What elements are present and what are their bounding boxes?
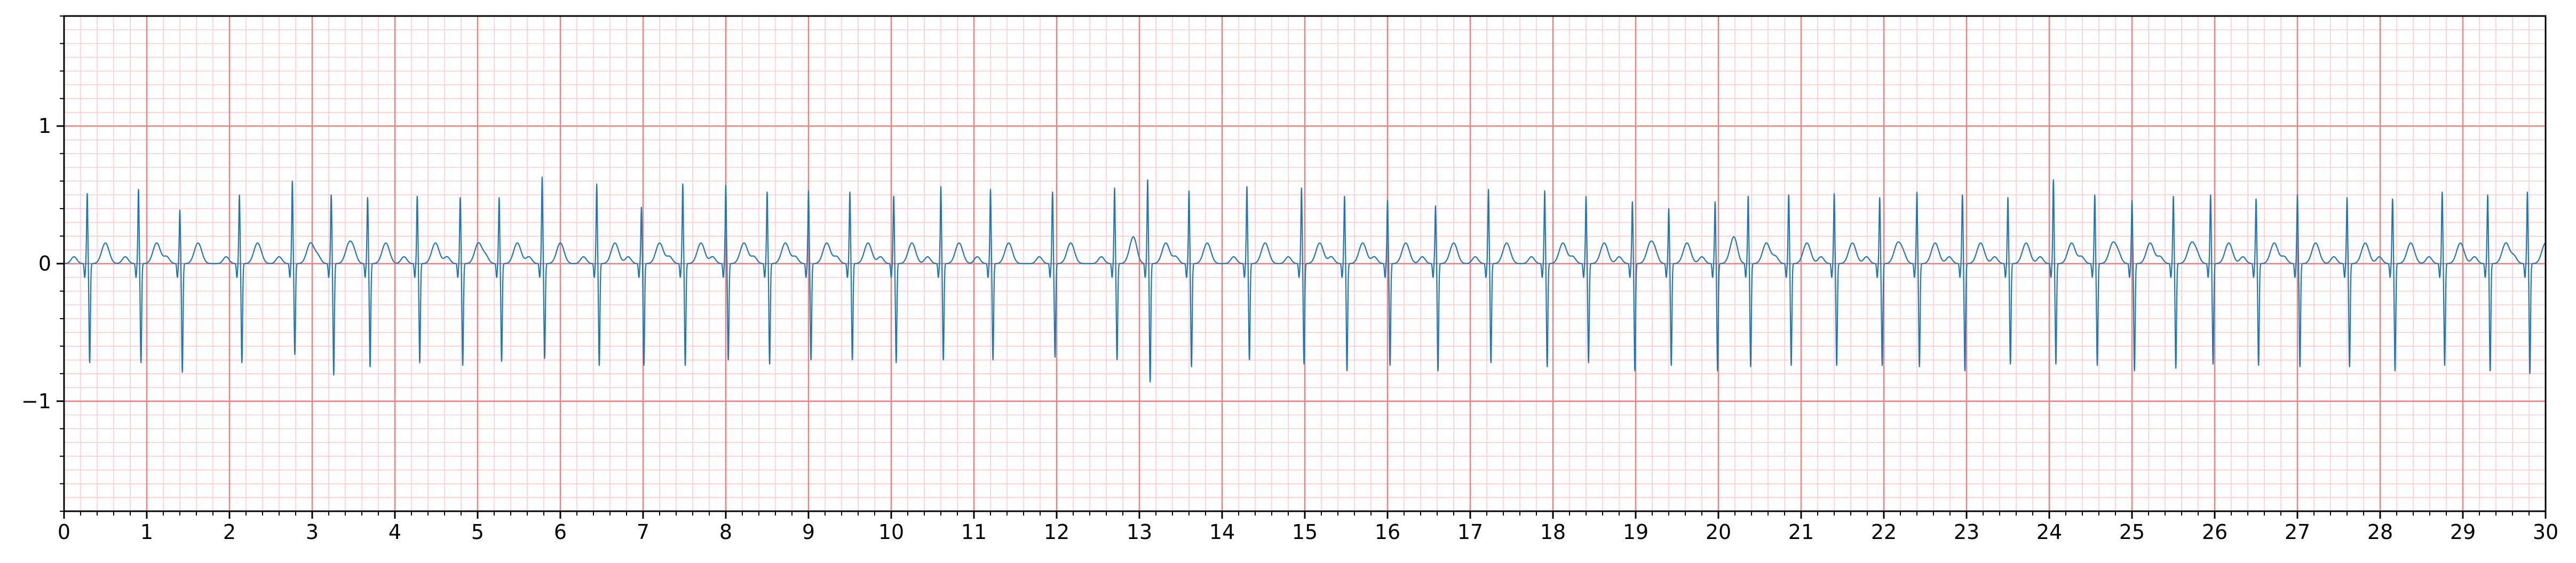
x-tick-label: 18 — [1540, 520, 1566, 544]
x-tick-label: 21 — [1788, 520, 1814, 544]
x-tick-label: 15 — [1292, 520, 1318, 544]
x-tick-label: 23 — [1954, 520, 1979, 544]
signal-layer — [64, 176, 2546, 383]
y-tick-label: 0 — [38, 252, 51, 275]
x-tick-label: 10 — [878, 520, 904, 544]
y-tick-label: 1 — [38, 114, 51, 138]
x-tick-label: 12 — [1044, 520, 1069, 544]
x-tick-label: 19 — [1623, 520, 1648, 544]
x-tick-label: 13 — [1127, 520, 1152, 544]
x-tick-label: 24 — [2036, 520, 2062, 544]
x-tick-label: 26 — [2202, 520, 2228, 544]
x-tick-label: 0 — [58, 520, 70, 544]
x-tick-label: 27 — [2285, 520, 2310, 544]
x-tick-label: 29 — [2450, 520, 2476, 544]
y-tick-label: −1 — [21, 390, 51, 413]
x-tick-label: 4 — [389, 520, 401, 544]
y-axis: −1 0 1 — [21, 15, 64, 512]
x-tick-label: 16 — [1375, 520, 1400, 544]
x-tick-label: 20 — [1706, 520, 1731, 544]
major-grid — [63, 16, 2547, 511]
x-tick-label: 17 — [1457, 520, 1483, 544]
x-tick-label: 11 — [961, 520, 987, 544]
x-tick-label: 9 — [802, 520, 815, 544]
x-axis: 0 1 2 3 4 5 6 7 8 9 10 11 12 13 14 15 16 17 18 19 20 21 22 23 24… — [58, 511, 2558, 544]
x-tick-label: 30 — [2533, 520, 2558, 544]
x-tick-label: 28 — [2367, 520, 2393, 544]
x-tick-label: 25 — [2119, 520, 2145, 544]
x-tick-label: 22 — [1871, 520, 1897, 544]
x-tick-label: 2 — [223, 520, 236, 544]
x-tick-label: 3 — [306, 520, 319, 544]
x-tick-label: 7 — [637, 520, 649, 544]
x-tick-label: 14 — [1209, 520, 1235, 544]
x-tick-label: 6 — [554, 520, 567, 544]
x-tick-label: 1 — [140, 520, 153, 544]
x-tick-label: 5 — [471, 520, 484, 544]
ecg-trace-line — [64, 176, 2546, 383]
x-tick-label: 8 — [719, 520, 732, 544]
